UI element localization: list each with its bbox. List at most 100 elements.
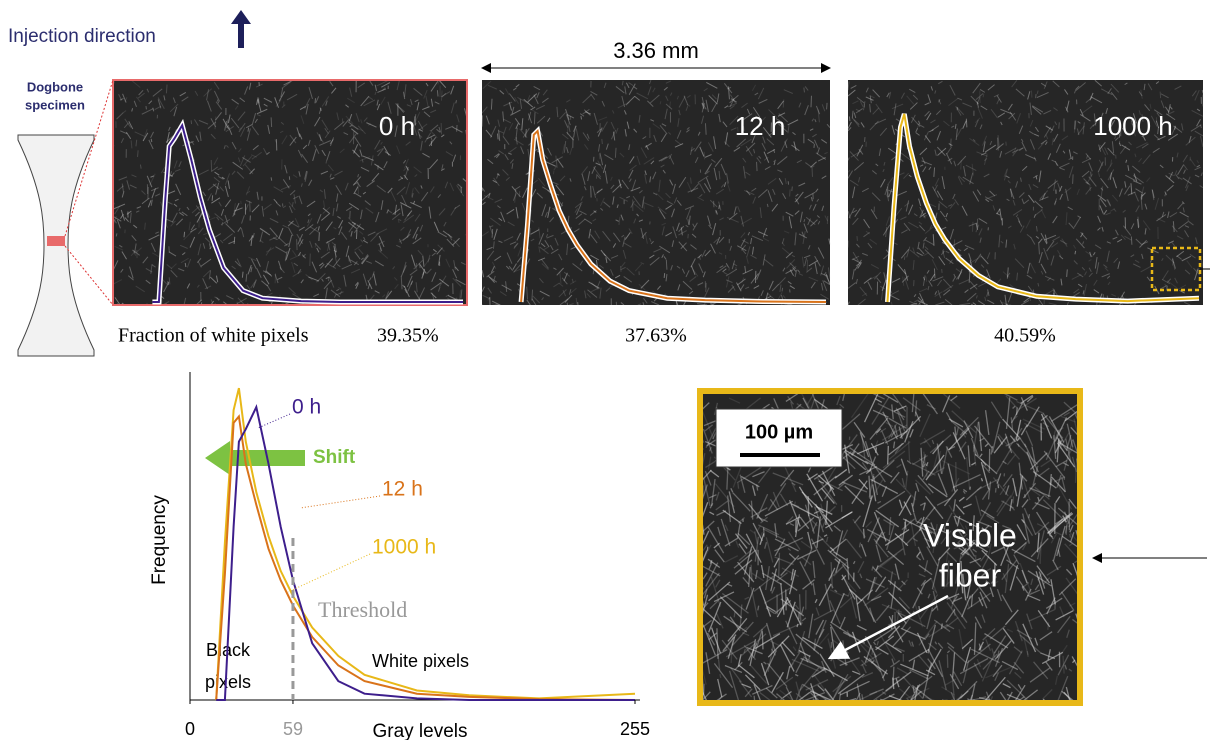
- fiber-texture: [583, 109, 591, 116]
- fiber-texture: [1088, 267, 1092, 272]
- fiber-texture: [1020, 177, 1022, 182]
- fiber-texture: [856, 589, 874, 605]
- fiber-texture: [304, 224, 314, 232]
- fiber-texture: [989, 190, 996, 197]
- fiber-texture: [737, 302, 743, 306]
- fiber-texture: [1194, 130, 1204, 137]
- fiber-texture: [945, 446, 953, 458]
- fiber-texture: [978, 282, 987, 288]
- fiber-texture: [625, 95, 636, 106]
- fiber-texture: [190, 140, 195, 146]
- fiber-texture: [1025, 219, 1031, 229]
- fiber-texture: [855, 108, 863, 114]
- fiber-texture: [962, 490, 966, 494]
- fiber-texture: [697, 282, 704, 286]
- fiber-texture: [512, 87, 517, 91]
- fiber-texture: [1184, 301, 1191, 306]
- fiber-texture: [987, 481, 992, 500]
- fiber-texture: [1023, 636, 1029, 656]
- fiber-texture: [997, 137, 999, 151]
- fiber-texture: [1181, 201, 1185, 205]
- fiber-texture: [380, 200, 384, 210]
- fiber-texture: [972, 138, 976, 142]
- fiber-texture: [279, 130, 284, 134]
- fiber-texture: [650, 119, 655, 122]
- fiber-texture: [1021, 518, 1025, 524]
- fiber-texture: [968, 222, 978, 227]
- fiber-texture: [702, 683, 705, 699]
- fiber-texture: [896, 667, 908, 675]
- fiber-texture: [298, 226, 305, 231]
- fiber-texture: [366, 122, 377, 128]
- fiber-texture: [704, 162, 713, 175]
- fiber-texture: [430, 137, 433, 142]
- fiber-texture: [612, 110, 615, 114]
- fiber-texture: [716, 236, 721, 245]
- fiber-texture: [1005, 397, 1011, 430]
- fiber-texture: [916, 587, 923, 595]
- fiber-texture: [452, 154, 457, 162]
- fiber-texture: [937, 147, 947, 156]
- fiber-texture: [766, 203, 769, 208]
- fiber-texture: [975, 295, 978, 299]
- fiber-texture: [856, 96, 865, 104]
- fiber-texture: [788, 569, 797, 595]
- fiber-texture: [326, 241, 331, 251]
- fiber-texture: [628, 83, 636, 96]
- fiber-texture: [756, 269, 762, 280]
- fiber-texture: [351, 221, 357, 225]
- fiber-texture: [1099, 197, 1107, 208]
- fiber-texture: [783, 230, 790, 234]
- fiber-texture: [919, 206, 926, 219]
- fiber-texture: [321, 212, 331, 221]
- fiber-texture: [129, 212, 132, 224]
- fiber-texture: [561, 277, 568, 285]
- fiber-label: Visible: [923, 517, 1017, 553]
- fiber-texture: [195, 205, 201, 211]
- fiber-texture: [798, 594, 802, 626]
- fiber-texture: [778, 113, 789, 123]
- fiber-texture: [825, 511, 853, 529]
- fiber-texture: [869, 238, 878, 245]
- fiber-label: fiber: [939, 557, 1002, 593]
- fiber-texture: [206, 100, 212, 112]
- fiber-texture: [804, 86, 809, 91]
- fiber-texture: [551, 156, 563, 164]
- fiber-texture: [1034, 637, 1039, 646]
- fiber-texture: [1068, 166, 1074, 179]
- fiber-texture: [398, 218, 402, 222]
- fiber-texture: [274, 139, 277, 143]
- fiber-texture: [1029, 452, 1048, 470]
- fiber-texture: [707, 526, 725, 554]
- fiber-texture: [821, 205, 825, 212]
- fiber-texture: [1001, 500, 1015, 509]
- fiber-texture: [902, 397, 921, 412]
- fiber-texture: [982, 141, 986, 153]
- fiber-texture: [941, 446, 949, 475]
- fiber-texture: [392, 266, 396, 270]
- fiber-texture: [1036, 523, 1063, 536]
- fiber-texture: [1018, 462, 1023, 490]
- fiber-texture: [795, 681, 801, 698]
- fiber-texture: [1134, 259, 1140, 264]
- fiber-texture: [774, 556, 794, 566]
- fiber-texture: [872, 484, 877, 502]
- fiber-texture: [762, 227, 768, 238]
- fiber-texture: [623, 110, 627, 115]
- fiber-texture: [890, 430, 896, 438]
- fiber-texture: [906, 246, 911, 258]
- fiber-texture: [1053, 179, 1056, 192]
- fiber-texture: [527, 93, 538, 103]
- fiber-texture: [400, 226, 405, 231]
- fiber-texture: [334, 121, 345, 131]
- fiber-texture: [743, 166, 746, 179]
- fiber-texture: [834, 468, 848, 479]
- fiber-texture: [955, 694, 964, 701]
- fiber-texture: [505, 88, 510, 95]
- fiber-texture: [763, 650, 777, 676]
- fiber-texture: [1015, 181, 1019, 188]
- fiber-texture: [962, 503, 972, 509]
- fiber-texture: [692, 222, 698, 231]
- fiber-texture: [1040, 82, 1047, 87]
